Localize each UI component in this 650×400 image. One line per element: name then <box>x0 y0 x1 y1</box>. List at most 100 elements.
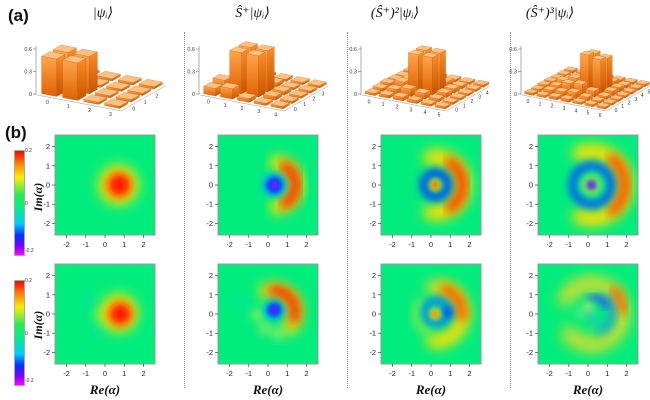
svg-text:0.3: 0.3 <box>187 70 195 76</box>
svg-text:5: 5 <box>647 89 650 95</box>
x-axis-label-col2: Re(α) <box>252 382 284 397</box>
x-axis-label-col1: Re(α) <box>89 382 121 397</box>
svg-text:2: 2 <box>396 105 399 111</box>
colorbar-row2 <box>14 280 25 386</box>
svg-text:0: 0 <box>132 106 135 112</box>
svg-text:-2: -2 <box>389 369 396 378</box>
svg-text:1: 1 <box>144 100 147 106</box>
svg-text:6: 6 <box>599 113 602 119</box>
svg-text:2: 2 <box>628 101 631 107</box>
svg-text:1: 1 <box>463 103 466 109</box>
svg-text:3: 3 <box>109 112 112 118</box>
svg-text:5: 5 <box>587 111 590 117</box>
svg-text:5: 5 <box>438 113 441 119</box>
svg-text:-1: -1 <box>565 369 572 378</box>
colorbar-row2-bottom-label: -0.2 <box>25 378 34 384</box>
svg-text:2: 2 <box>304 369 308 378</box>
colorbar-row1-top-label: 0.2 <box>25 148 32 154</box>
svg-text:1: 1 <box>46 161 50 170</box>
svg-text:0.3: 0.3 <box>24 70 32 76</box>
svg-text:1: 1 <box>303 102 306 108</box>
svg-text:-1: -1 <box>206 200 213 209</box>
svg-text:-2: -2 <box>206 348 213 357</box>
svg-text:-2: -2 <box>526 219 533 228</box>
svg-text:-1: -1 <box>565 240 572 249</box>
x-axis-label-col4: Re(α) <box>572 382 604 397</box>
svg-text:0: 0 <box>294 107 297 113</box>
svg-text:0: 0 <box>46 181 50 190</box>
svg-text:1: 1 <box>529 161 533 170</box>
column-header-s1psi: Ŝ⁺|ψᵢ⟩ <box>235 6 270 21</box>
svg-text:2: 2 <box>467 369 471 378</box>
colorbar-row1-mid-label: 0 <box>25 201 28 207</box>
svg-text:1: 1 <box>372 161 376 170</box>
svg-text:0: 0 <box>266 369 270 378</box>
svg-text:1: 1 <box>448 240 452 249</box>
svg-text:0: 0 <box>46 100 49 106</box>
svg-text:1: 1 <box>285 240 289 249</box>
bar3d-chart-s2psi: 00.30.6012345012345 <box>340 30 490 122</box>
svg-text:-1: -1 <box>408 240 415 249</box>
svg-text:0: 0 <box>615 108 618 114</box>
svg-text:0: 0 <box>207 100 210 106</box>
svg-text:-2: -2 <box>226 240 233 249</box>
svg-text:1: 1 <box>67 104 70 110</box>
svg-text:-1: -1 <box>82 240 89 249</box>
svg-text:0.6: 0.6 <box>24 47 32 53</box>
svg-text:0: 0 <box>266 240 270 249</box>
svg-text:4: 4 <box>274 112 277 118</box>
column-header-psi: |ψᵢ⟩ <box>92 6 114 21</box>
svg-text:0: 0 <box>529 310 533 319</box>
svg-text:2: 2 <box>241 106 244 112</box>
svg-text:4: 4 <box>424 110 427 116</box>
column-separator <box>184 32 185 388</box>
wigner-plot-ideal-s3psi: -2 -2 -1 -1 0 0 1 1 2 2 <box>516 133 650 255</box>
svg-text:3: 3 <box>634 97 637 103</box>
svg-text:-1: -1 <box>369 200 376 209</box>
svg-text:-1: -1 <box>43 200 50 209</box>
svg-text:-2: -2 <box>43 219 50 228</box>
svg-text:3: 3 <box>322 92 325 98</box>
colorbar-row2-top-label: 0.2 <box>25 278 32 284</box>
svg-text:4: 4 <box>641 93 644 99</box>
svg-text:-2: -2 <box>226 369 233 378</box>
svg-text:0: 0 <box>209 181 213 190</box>
svg-text:-1: -1 <box>526 329 533 338</box>
svg-text:0: 0 <box>586 369 590 378</box>
svg-text:0: 0 <box>372 310 376 319</box>
svg-text:2: 2 <box>372 271 376 280</box>
svg-text:-2: -2 <box>206 219 213 228</box>
svg-text:0: 0 <box>429 240 433 249</box>
svg-text:0: 0 <box>192 92 195 98</box>
wigner-plot-ideal-psi: -2 -2 -1 -1 0 0 1 1 2 2 <box>33 133 167 255</box>
column-separator <box>510 32 511 388</box>
wigner-plot-recon-psi: -2 -2 -1 -1 0 0 1 1 2 2 <box>33 262 167 384</box>
svg-text:1: 1 <box>46 290 50 299</box>
wigner-plot-ideal-s2psi: -2 -2 -1 -1 0 0 1 1 2 2 <box>359 133 493 255</box>
svg-text:-2: -2 <box>369 348 376 357</box>
svg-text:1: 1 <box>122 369 126 378</box>
svg-text:2: 2 <box>88 108 91 114</box>
svg-text:1: 1 <box>448 369 452 378</box>
svg-text:0: 0 <box>372 181 376 190</box>
svg-text:2: 2 <box>141 240 145 249</box>
svg-text:-1: -1 <box>526 200 533 209</box>
svg-text:1: 1 <box>529 290 533 299</box>
svg-text:2: 2 <box>551 104 554 110</box>
svg-text:0: 0 <box>514 92 517 98</box>
svg-text:0: 0 <box>209 310 213 319</box>
wigner-plot-recon-s2psi: -2 -2 -1 -1 0 0 1 1 2 2 <box>359 262 493 384</box>
panel-b-label: (b) <box>5 123 27 142</box>
svg-text:2: 2 <box>209 142 213 151</box>
svg-text:1: 1 <box>372 290 376 299</box>
svg-text:1: 1 <box>382 102 385 108</box>
wigner-plot-ideal-s1psi: -2 -2 -1 -1 0 0 1 1 2 2 <box>196 133 330 255</box>
svg-text:-2: -2 <box>389 240 396 249</box>
svg-text:0: 0 <box>46 310 50 319</box>
svg-text:-2: -2 <box>63 369 70 378</box>
colorbar-row2-mid-label: 0 <box>25 331 28 337</box>
panel-a-label: (a) <box>8 6 29 25</box>
svg-text:2: 2 <box>312 97 315 103</box>
column-header-s2psi: (Ŝ⁺)²|ψᵢ⟩ <box>370 6 420 21</box>
